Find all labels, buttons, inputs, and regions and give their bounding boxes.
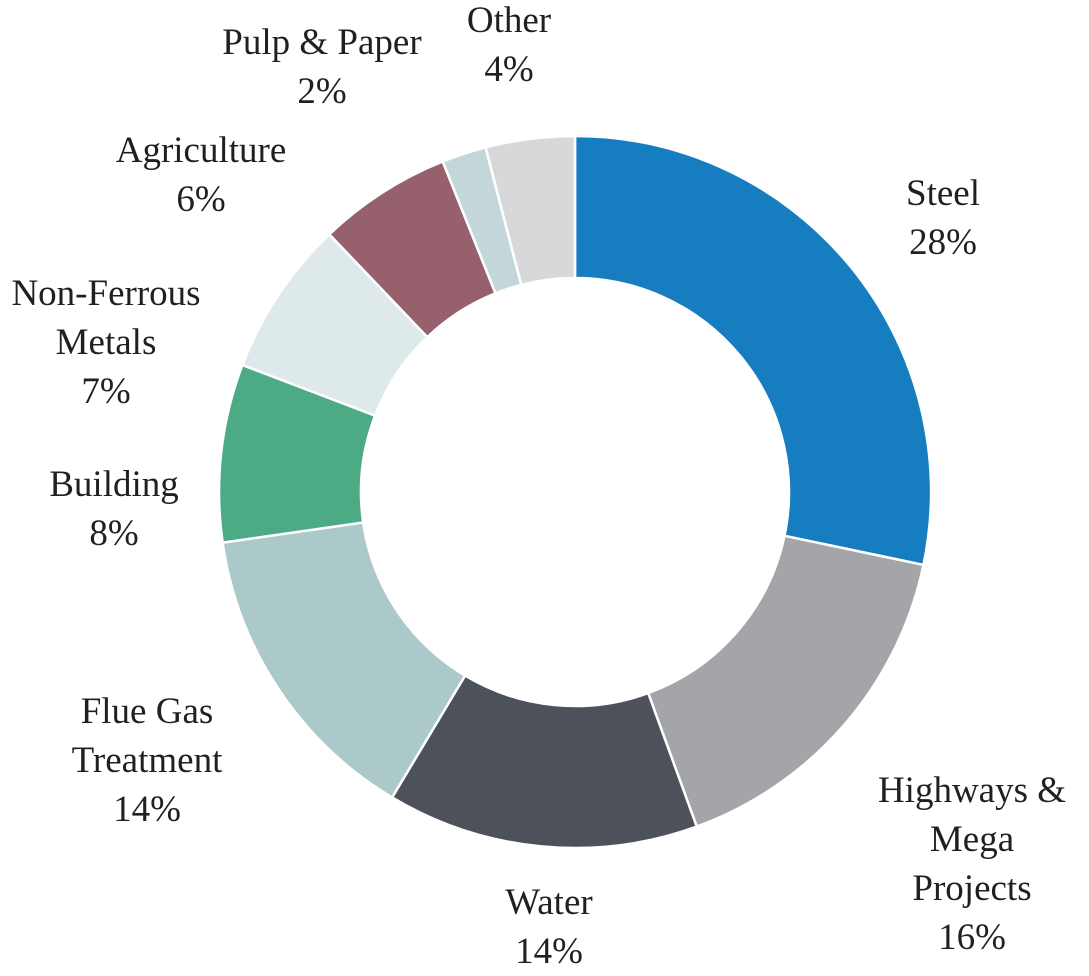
percent-label: 8% — [89, 513, 138, 554]
slice-water — [390, 673, 699, 850]
percent-label: 16% — [938, 917, 1006, 958]
percent-label: 4% — [484, 49, 533, 90]
label-water: Water 14% — [505, 882, 592, 972]
slice-other — [484, 134, 577, 287]
category-label: Water — [505, 882, 592, 923]
category-label: Other — [467, 0, 551, 41]
category-label: Steel — [906, 173, 980, 214]
label-agriculture: Agriculture 6% — [116, 130, 287, 220]
category-label: Non-Ferrous — [11, 273, 200, 314]
category-label: Highways & — [878, 770, 1066, 811]
slices-group — [217, 134, 933, 850]
labels-group: Steel 28% Highways & Mega Projects 16% Water 14… — [11, 0, 1066, 972]
percent-label: 28% — [909, 222, 977, 263]
category-label: Mega — [930, 819, 1014, 860]
percent-label: 6% — [176, 179, 225, 220]
percent-label: 14% — [113, 789, 181, 830]
percent-label: 7% — [81, 371, 130, 412]
label-other: Other 4% — [467, 0, 551, 90]
label-building: Building 8% — [49, 464, 179, 554]
slice-steel — [573, 134, 933, 567]
category-label: Metals — [56, 322, 157, 363]
label-non-ferrous-metals: Non-Ferrous Metals 7% — [11, 273, 200, 412]
category-label: Agriculture — [116, 130, 287, 171]
label-pulp-and-paper: Pulp & Paper 2% — [222, 22, 421, 112]
category-label: Flue Gas — [81, 691, 214, 732]
category-label: Treatment — [72, 740, 223, 781]
percent-label: 2% — [297, 71, 346, 112]
slice-highways-and-mega-projects — [646, 534, 925, 829]
label-steel: Steel 28% — [906, 173, 980, 263]
category-label: Building — [49, 464, 179, 505]
label-flue-gas-treatment: Flue Gas Treatment 14% — [72, 691, 223, 830]
category-label: Projects — [912, 868, 1031, 909]
category-label: Pulp & Paper — [222, 22, 421, 63]
percent-label: 14% — [515, 931, 583, 972]
slice-flue-gas-treatment — [221, 521, 467, 800]
label-highways-and-mega-projects: Highways & Mega Projects 16% — [878, 770, 1066, 958]
